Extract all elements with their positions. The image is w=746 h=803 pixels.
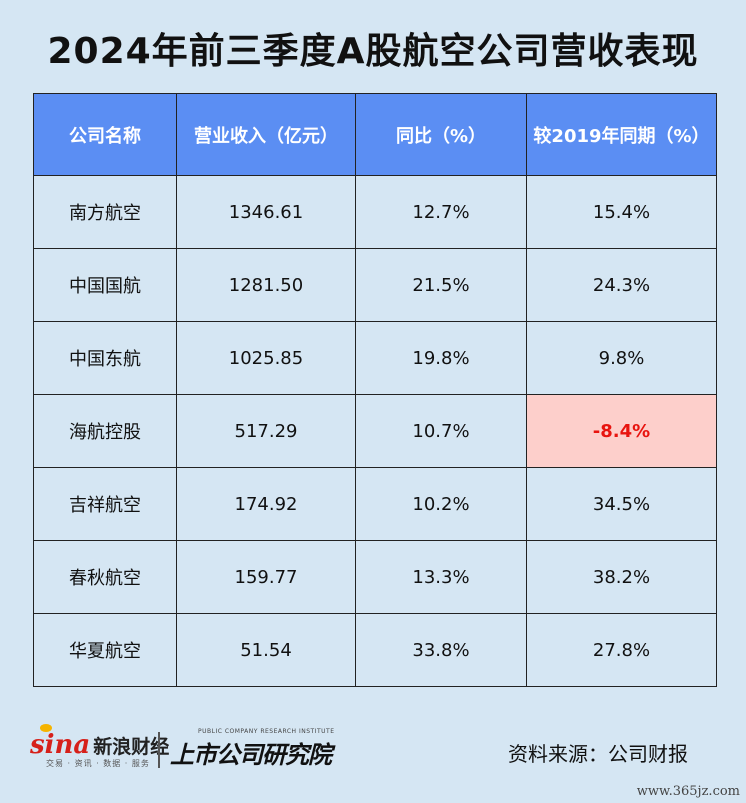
value-cell: 38.2% — [526, 540, 717, 614]
institute-logo: PUBLIC COMPANY RESEARCH INSTITUTE 上市公司研究… — [170, 728, 334, 770]
sina-logo-text: sina — [30, 730, 91, 760]
footer-divider — [158, 732, 160, 768]
column-header: 营业收入（亿元） — [176, 93, 356, 176]
table-row: 吉祥航空 174.92 10.2% 34.5% — [33, 467, 717, 541]
column-header: 较2019年同期（%） — [526, 93, 717, 176]
table-body: 南方航空 1346.61 12.7% 15.4% 中国国航 1281.50 21.5% 24.… — [33, 175, 717, 687]
company-name-cell: 南方航空 — [33, 175, 177, 249]
sina-logo-mark: sina — [30, 724, 91, 760]
table-row: 春秋航空 159.77 13.3% 38.2% — [33, 540, 717, 614]
table-row: 南方航空 1346.61 12.7% 15.4% — [33, 175, 717, 249]
highlighted-negative-cell: -8.4% — [526, 394, 717, 468]
column-header: 同比（%） — [355, 93, 527, 176]
value-cell: 517.29 — [176, 394, 356, 468]
value-cell: 19.8% — [355, 321, 527, 395]
institute-name-en: PUBLIC COMPANY RESEARCH INSTITUTE — [198, 728, 335, 735]
company-name-cell: 海航控股 — [33, 394, 177, 468]
company-name-cell: 中国东航 — [33, 321, 177, 395]
table-header-row: 公司名称 营业收入（亿元） 同比（%） 较2019年同期（%） — [33, 93, 717, 176]
page-title: 2024年前三季度A股航空公司营收表现 — [47, 31, 699, 72]
value-cell: 10.2% — [355, 467, 527, 541]
value-cell: 15.4% — [526, 175, 717, 249]
value-cell: 1281.50 — [176, 248, 356, 322]
table-row: 海航控股 517.29 10.7% -8.4% — [33, 394, 717, 468]
table-row: 华夏航空 51.54 33.8% 27.8% — [33, 613, 717, 687]
value-cell: 51.54 — [176, 613, 356, 687]
table-row: 中国国航 1281.50 21.5% 24.3% — [33, 248, 717, 322]
value-cell: 33.8% — [355, 613, 527, 687]
value-cell: 34.5% — [526, 467, 717, 541]
sina-eye-icon — [40, 724, 52, 732]
watermark: www.365jz.com — [636, 784, 740, 799]
footer: sina 新浪财经 交易 · 资讯 · 数据 · 服务 PUBLIC COMPA… — [0, 724, 746, 779]
value-cell: 12.7% — [355, 175, 527, 249]
value-cell: 27.8% — [526, 613, 717, 687]
sina-finance-logo: sina 新浪财经 — [30, 724, 170, 760]
company-name-cell: 春秋航空 — [33, 540, 177, 614]
institute-name-cn: 上市公司研究院 — [170, 740, 332, 769]
value-cell: 1346.61 — [176, 175, 356, 249]
value-cell: 1025.85 — [176, 321, 356, 395]
data-table: 公司名称 营业收入（亿元） 同比（%） 较2019年同期（%） 南方航空 1346.61… — [33, 93, 717, 687]
value-cell: 13.3% — [355, 540, 527, 614]
company-name-cell: 中国国航 — [33, 248, 177, 322]
sina-tagline: 交易 · 资讯 · 数据 · 服务 — [46, 759, 150, 768]
value-cell: 10.7% — [355, 394, 527, 468]
value-cell: 9.8% — [526, 321, 717, 395]
table-row: 中国东航 1025.85 19.8% 9.8% — [33, 321, 717, 395]
value-cell: 24.3% — [526, 248, 717, 322]
company-name-cell: 华夏航空 — [33, 613, 177, 687]
company-name-cell: 吉祥航空 — [33, 467, 177, 541]
data-source: 资料来源：公司财报 — [508, 742, 688, 766]
value-cell: 21.5% — [355, 248, 527, 322]
sina-finance-name: 新浪财经 — [93, 736, 170, 758]
column-header: 公司名称 — [33, 93, 177, 176]
value-cell: 159.77 — [176, 540, 356, 614]
value-cell: 174.92 — [176, 467, 356, 541]
